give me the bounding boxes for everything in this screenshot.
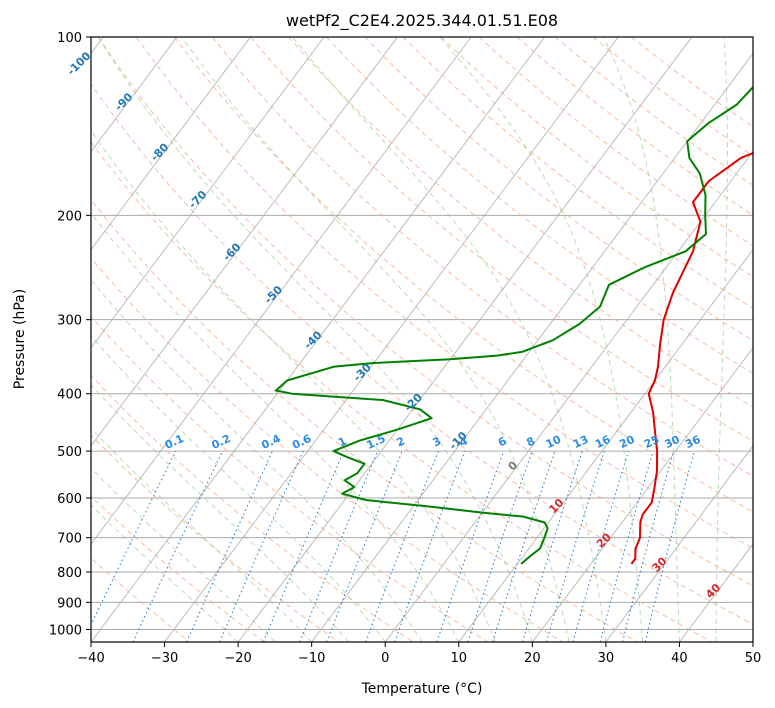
mixing-ratio-label: 16 (593, 433, 613, 451)
isotherm-line (91, 37, 178, 153)
mixing-ratio-line (522, 450, 583, 642)
plot-background (91, 37, 753, 642)
x-tick-label: −20 (224, 651, 251, 666)
mixing-ratio-line (492, 450, 556, 642)
dry-adiabat-line (135, 37, 753, 550)
mixing-ratio-label: 25 (642, 433, 661, 451)
mixing-ratio-line (365, 450, 439, 642)
y-tick-label: 300 (57, 314, 82, 329)
mixing-ratio-line (132, 450, 224, 642)
mixing-ratio-line (326, 450, 403, 642)
y-tick-label: 400 (57, 388, 82, 403)
x-tick-label: −30 (151, 651, 178, 666)
axes: −40 −30 −20 −10 0 10 20 30 40 50 100 200 300 400 500 60… (49, 31, 761, 666)
mixing-ratio-label: 30 (662, 433, 682, 451)
isotherm-label: -100 (65, 49, 94, 78)
dry-adiabat-line (173, 37, 753, 513)
isotherm-line (91, 37, 325, 349)
isotherm-line (384, 150, 753, 642)
isotherm-line (91, 37, 398, 447)
isotherm-line (605, 445, 753, 642)
mixing-ratio-label: 36 (683, 433, 703, 451)
plot-frame (90, 36, 754, 643)
dry-adiabat-line (91, 141, 713, 642)
chart-title: wetPf2_C2E4.2025.344.01.51.E08 (286, 11, 558, 31)
x-tick-label: 30 (598, 651, 615, 666)
dry-adiabat-line (91, 83, 753, 625)
moist-adiabat-line (292, 37, 607, 642)
x-tick-label: 40 (671, 651, 688, 666)
moist-adiabat-line (91, 212, 460, 642)
isotherm-line (752, 641, 753, 642)
moist-adiabat-line (91, 467, 276, 642)
moist-adiabat-line (603, 37, 680, 642)
y-tick-label: 800 (57, 566, 82, 581)
mixing-ratio-line (599, 450, 654, 642)
y-tick-label: 100 (57, 31, 82, 46)
dry-adiabat-line (97, 37, 753, 587)
moist-adiabat-line (181, 37, 570, 642)
y-tick-label: 600 (57, 492, 82, 507)
x-axis-label: Temperature (°C) (361, 681, 483, 697)
y-tick-label: 900 (57, 596, 82, 611)
isotherm-line (91, 37, 251, 251)
dry-adiabat-line (91, 199, 638, 642)
isotherm-line (91, 37, 472, 545)
moist-adiabat-line (439, 37, 644, 642)
moist-adiabat-line (91, 279, 423, 642)
x-tick-label: −40 (77, 651, 104, 666)
plot-area (91, 37, 753, 642)
y-tick-label: 1000 (49, 623, 82, 638)
isotherm-line (237, 37, 693, 642)
x-tick-label: 0 (381, 651, 389, 666)
isotherm-line (532, 347, 753, 642)
mixing-ratio-label: 20 (617, 433, 637, 451)
moist-adiabat-line (715, 37, 728, 642)
y-tick-label: 700 (57, 532, 82, 547)
y-axis-label: Pressure (hPa) (12, 289, 28, 389)
x-tick-label: 20 (524, 651, 541, 666)
mixing-ratio-label: 10 (544, 433, 564, 451)
isotherm-line (458, 249, 753, 642)
mixing-ratio-line (546, 450, 605, 642)
y-tick-label: 200 (57, 209, 82, 224)
dry-adiabat-line (91, 257, 563, 642)
x-tick-label: −10 (298, 651, 325, 666)
mixing-ratio-line (572, 450, 629, 642)
y-tick-label: 500 (57, 445, 82, 460)
dry-adiabat-line (91, 374, 414, 642)
x-tick-label: 50 (745, 651, 762, 666)
x-tick-label: 10 (451, 651, 468, 666)
mixing-ratio-label: 13 (571, 433, 590, 451)
mixing-ratio-line (91, 450, 177, 627)
isotherm-line (164, 37, 619, 642)
dewpoint-profile-line (275, 85, 753, 565)
mixing-ratio-line (467, 450, 533, 642)
temperature-profile-line (630, 152, 753, 565)
moist-adiabat-line (91, 384, 349, 642)
moist-adiabat-line (91, 129, 497, 642)
